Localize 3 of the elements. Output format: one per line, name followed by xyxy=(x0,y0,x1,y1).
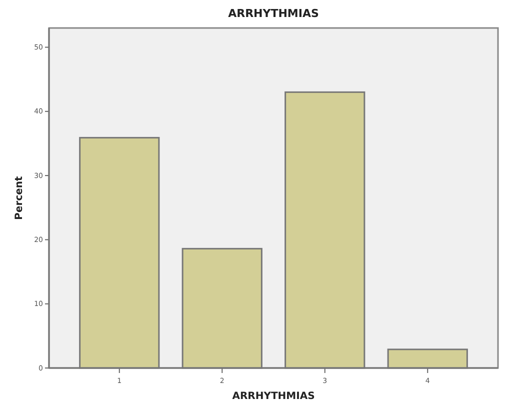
chart-title: ARRHYTHMIAS xyxy=(228,7,319,20)
y-axis-title: Percent xyxy=(14,176,25,220)
x-axis-title: ARRHYTHMIAS xyxy=(232,391,315,401)
